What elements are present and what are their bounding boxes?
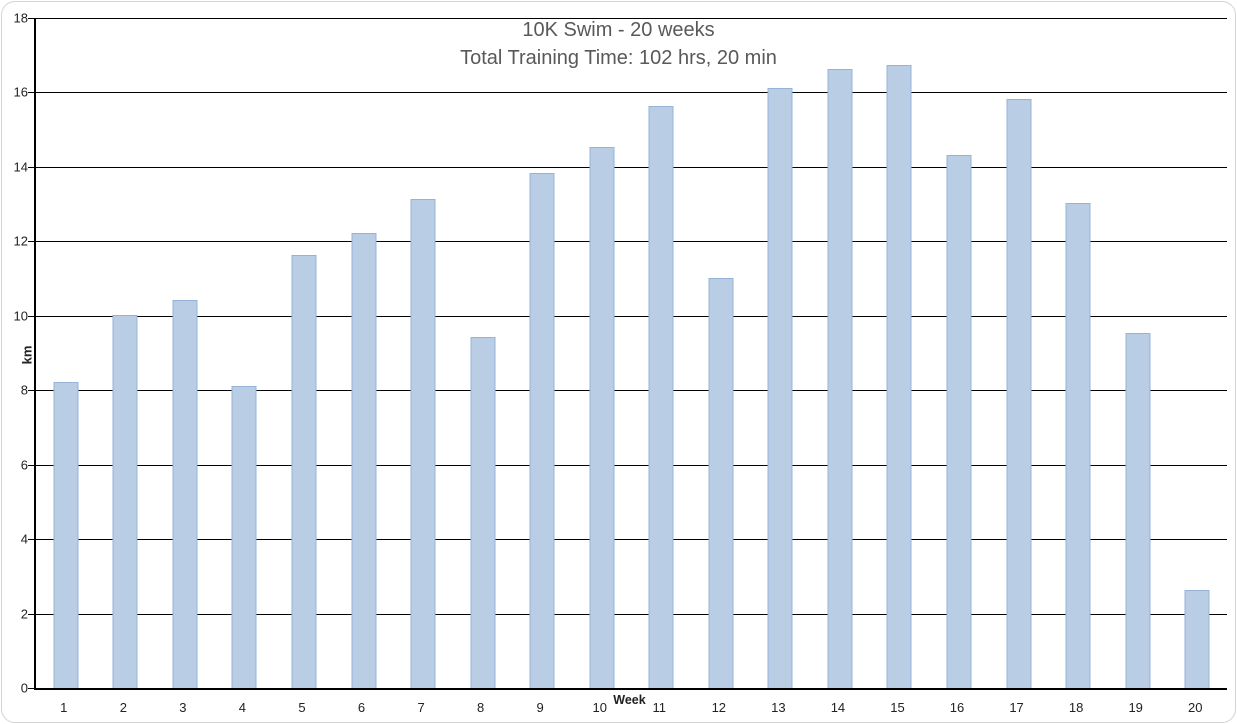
x-tick-label: 4 (238, 700, 247, 715)
y-axis-tick-mark (28, 241, 34, 243)
x-tick-label: 13 (771, 700, 786, 715)
bar-week-20 (1184, 590, 1210, 688)
x-axis-labels: Week 1 2 3 4 5 6 7 8 9 10 11 12 13 14 15 16 17 18 19 20 (34, 690, 1225, 722)
y-axis-tick-mark (28, 18, 34, 19)
y-axis-title: km (19, 345, 35, 365)
gridline (36, 613, 1227, 615)
y-tick-label: 2 (20, 606, 28, 622)
y-tick-label: 6 (20, 457, 28, 473)
y-axis-labels: 0 2 4 6 8 10 12 14 16 18 (2, 11, 28, 696)
x-tick-label: 5 (298, 700, 306, 715)
y-axis-tick-mark (28, 92, 34, 94)
y-axis-tick-mark (28, 315, 34, 317)
x-tick-label: 2 (119, 700, 127, 715)
bar-week-4 (231, 385, 257, 688)
x-tick-label: 16 (949, 700, 965, 715)
x-tick-label: 7 (417, 700, 425, 715)
x-axis-title: Week (613, 693, 646, 707)
gridline (36, 315, 1227, 317)
bar-week-3 (172, 299, 198, 688)
y-axis-tick-mark (28, 613, 34, 615)
bar-week-14 (827, 69, 853, 688)
bar-week-15 (886, 65, 912, 688)
chart-title: 10K Swim - 20 weeks Total Training Time:… (2, 16, 1235, 72)
x-tick-label: 3 (179, 700, 187, 715)
y-tick-label: 8 (20, 382, 28, 398)
y-axis-tick-mark (28, 390, 34, 392)
x-tick-label: 15 (890, 700, 905, 715)
gridline (36, 539, 1227, 541)
y-axis-tick-mark (28, 539, 34, 541)
y-tick-label: 0 (20, 680, 28, 696)
gridline (36, 464, 1227, 466)
chart-title-line2: Total Training Time: 102 hrs, 20 min (460, 47, 777, 69)
bar-week-16 (946, 154, 972, 688)
x-tick-label: 10 (592, 700, 607, 715)
y-tick-label: 4 (20, 531, 28, 547)
x-tick-label: 9 (536, 700, 544, 715)
y-tick-label: 16 (13, 84, 28, 100)
chart-title-line1: 10K Swim - 20 weeks (522, 19, 715, 41)
y-tick-label: 18 (13, 10, 28, 26)
x-tick-label: 17 (1009, 700, 1024, 715)
y-tick-label: 12 (13, 233, 28, 249)
x-tick-label: 14 (830, 700, 846, 715)
bar-week-7 (410, 199, 436, 688)
bar-week-17 (1006, 98, 1032, 688)
x-tick-label: 20 (1187, 700, 1203, 715)
bar-week-11 (648, 106, 674, 688)
bar-week-19 (1125, 333, 1151, 688)
x-tick-label: 12 (711, 700, 727, 715)
plot-area (28, 18, 1227, 690)
gridline (36, 92, 1227, 94)
x-tick-label: 11 (652, 700, 667, 715)
x-tick-label: 18 (1068, 700, 1084, 715)
y-axis-tick-mark (28, 464, 34, 466)
bar-week-8 (470, 337, 496, 688)
bar-week-6 (351, 232, 377, 688)
bar-week-5 (291, 255, 317, 688)
y-axis-tick-mark (28, 688, 34, 689)
x-tick-label: 1 (60, 700, 68, 715)
bar-week-12 (708, 277, 734, 688)
bar-week-9 (529, 173, 555, 688)
bar-week-13 (767, 87, 793, 688)
bar-week-10 (589, 147, 615, 688)
bar-week-2 (112, 314, 138, 688)
y-axis-tick-mark (28, 166, 34, 168)
gridline (36, 390, 1227, 392)
x-tick-label: 6 (357, 700, 366, 715)
y-tick-label: 14 (13, 159, 28, 175)
gridline (36, 18, 1227, 19)
x-tick-label: 19 (1128, 700, 1143, 715)
gridline (36, 166, 1227, 168)
x-tick-label: 8 (477, 700, 485, 715)
y-tick-label: 10 (13, 308, 28, 324)
gridline (36, 241, 1227, 243)
bar-week-18 (1065, 203, 1091, 688)
bar-week-1 (53, 381, 79, 688)
